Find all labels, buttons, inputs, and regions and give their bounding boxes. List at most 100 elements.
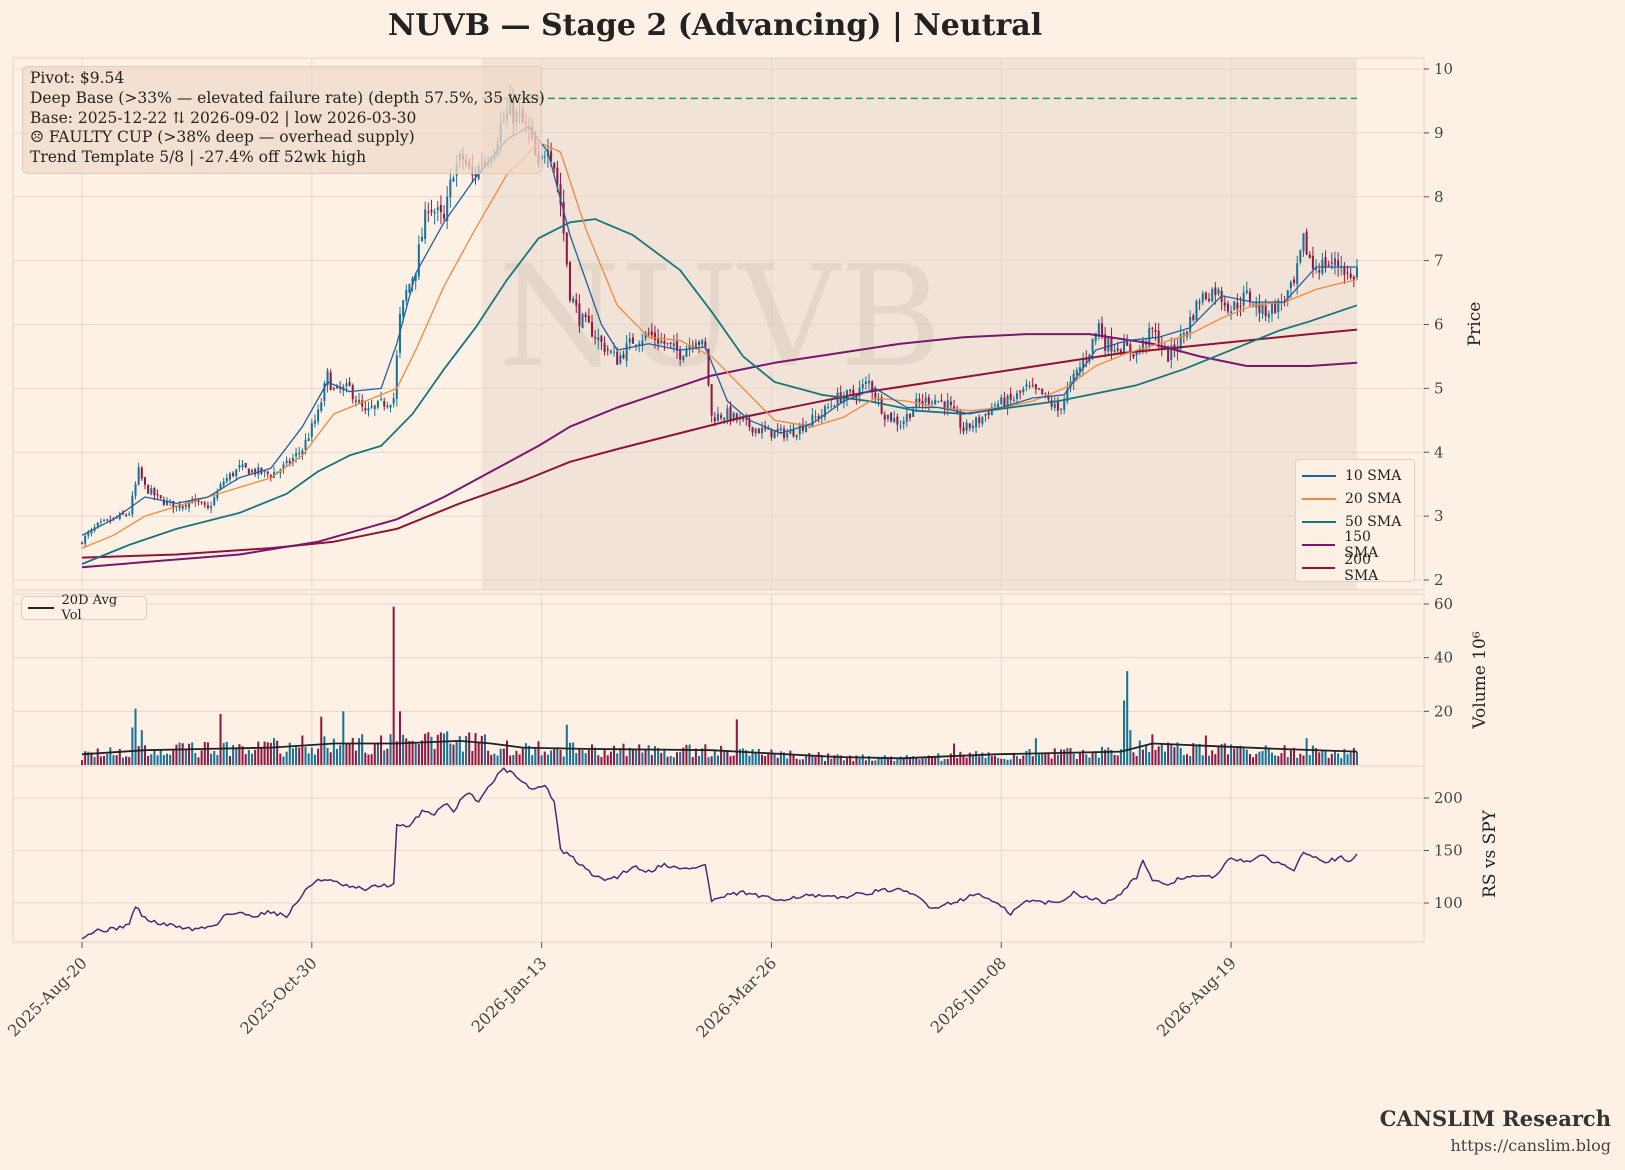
legend-sma20: 20 SMA <box>1302 487 1408 510</box>
volume-bar-156 <box>572 742 575 765</box>
volume-bar-331 <box>1123 700 1126 765</box>
candle-body-184 <box>660 340 663 343</box>
candle-body-7 <box>103 520 106 522</box>
volume-bar-9 <box>109 747 112 765</box>
candle-body-236 <box>823 406 826 417</box>
candle-body-225 <box>789 430 792 434</box>
candle-body-365 <box>1230 311 1233 314</box>
volume-bar-124 <box>471 751 474 765</box>
volume-bar-105 <box>411 740 414 765</box>
volume-bar-280 <box>962 754 965 765</box>
legend-sma10: 10 SMA <box>1302 464 1408 487</box>
candle-body-371 <box>1248 291 1251 303</box>
volume-bar-51 <box>241 746 244 765</box>
candle-body-363 <box>1223 302 1226 306</box>
candle-body-158 <box>578 303 581 326</box>
volume-bar-173 <box>625 756 628 765</box>
volume-bar-362 <box>1220 743 1223 765</box>
volume-bar-118 <box>452 744 455 765</box>
candle-body-270 <box>930 402 934 404</box>
candle-body-273 <box>940 400 943 402</box>
footer-url[interactable]: https://canslim.blog <box>1450 1136 1611 1155</box>
candle-body-353 <box>1192 315 1195 321</box>
base-dates-line: Base: 2025-12-22 ⇅ 2026-09-02 | low 2026… <box>30 108 417 127</box>
candle-body-250 <box>868 380 871 384</box>
candle-body-285 <box>978 417 981 424</box>
volume-bar-154 <box>565 724 568 765</box>
price-tick-4: 4 <box>1434 443 1444 461</box>
volume-bar-223 <box>783 752 786 765</box>
candle-body-190 <box>679 349 682 360</box>
volume-bar-222 <box>779 751 782 765</box>
candle-body-187 <box>669 342 672 344</box>
candle-body-93 <box>373 405 376 409</box>
candle-body-62 <box>276 471 279 473</box>
volume-bar-149 <box>550 750 553 765</box>
candle-body-297 <box>1015 393 1019 399</box>
volume-bar-210 <box>742 748 745 765</box>
candle-body-352 <box>1189 317 1192 333</box>
candle-body-86 <box>351 385 354 400</box>
volume-bar-72 <box>307 753 310 765</box>
candle-body-74 <box>313 420 316 424</box>
candle-body-75 <box>317 409 320 422</box>
volume-bar-100 <box>395 741 398 765</box>
candle-body-205 <box>726 408 729 420</box>
volume-bar-224 <box>786 758 789 765</box>
volume-bar-138 <box>515 750 518 765</box>
candle-body-219 <box>770 429 773 438</box>
candle-body-204 <box>723 418 726 421</box>
volume-bar-24 <box>156 755 159 765</box>
volume-bar-245 <box>852 761 855 765</box>
volume-bar-145 <box>537 741 540 765</box>
volume-bar-75 <box>317 748 320 765</box>
candle-body-340 <box>1151 327 1154 329</box>
volume-bar-300 <box>1025 750 1028 765</box>
candle-body-310 <box>1056 401 1059 411</box>
candle-body-175 <box>631 337 634 344</box>
candle-body-193 <box>688 345 691 350</box>
volume-bar-16 <box>131 727 134 765</box>
candle-body-5 <box>96 522 99 527</box>
candle-body-235 <box>820 414 823 417</box>
volume-bar-178 <box>641 752 644 765</box>
candle-body-210 <box>742 418 745 420</box>
volume-bar-302 <box>1031 756 1034 765</box>
volume-bar-298 <box>1019 758 1022 765</box>
volume-bar-378 <box>1270 752 1274 765</box>
candle-body-68 <box>295 453 298 457</box>
volume-bar-294 <box>1006 759 1009 765</box>
volume-bars <box>80 606 1359 765</box>
candle-body-26 <box>162 499 165 505</box>
volume-bar-167 <box>606 755 609 765</box>
volume-bar-262 <box>905 755 908 765</box>
volume-bar-22 <box>150 754 153 765</box>
volume-bar-384 <box>1289 750 1292 765</box>
volume-bar-218 <box>767 754 770 765</box>
candle-body-195 <box>694 342 697 350</box>
volume-bar-346 <box>1170 744 1173 765</box>
candle-body-84 <box>345 383 348 387</box>
volume-bar-170 <box>616 753 619 765</box>
volume-bar-81 <box>335 748 339 765</box>
volume-bar-127 <box>480 735 483 765</box>
volume-bar-33 <box>184 748 187 765</box>
candle-body-94 <box>376 400 379 408</box>
candle-body-103 <box>405 290 408 301</box>
volume-bar-93 <box>373 743 376 765</box>
volume-bar-208 <box>735 719 738 765</box>
volume-bar-26 <box>162 755 165 765</box>
volume-frame <box>12 593 1425 767</box>
volume-bar-45 <box>222 743 225 765</box>
volume-bar-380 <box>1277 756 1280 765</box>
candle-body-105 <box>411 278 414 286</box>
volume-bar-71 <box>304 746 307 765</box>
volume-bar-147 <box>543 751 546 765</box>
candle-body-52 <box>244 463 247 468</box>
volume-bar-37 <box>197 757 200 765</box>
volume-bar-287 <box>984 758 987 765</box>
volume-bar-368 <box>1239 745 1242 765</box>
volume-bar-202 <box>716 755 719 765</box>
volume-bar-237 <box>827 753 830 765</box>
candle-body-356 <box>1201 293 1204 303</box>
